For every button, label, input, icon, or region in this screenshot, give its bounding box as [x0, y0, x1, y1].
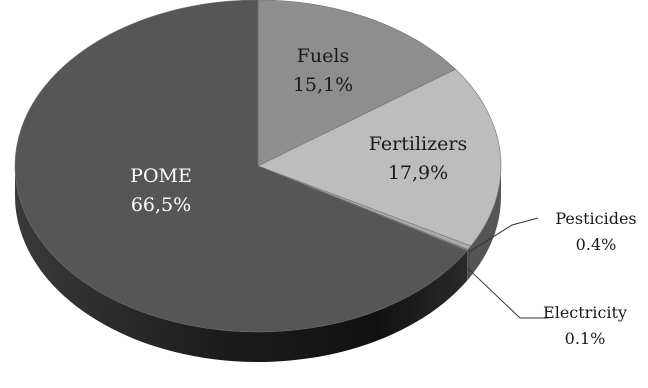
- slice-label-pome-name: POME: [130, 165, 192, 187]
- slice-fuels: [257, 0, 457, 167]
- slice-fertilizers: [257, 68, 502, 247]
- slice-pome: [14, 0, 468, 333]
- pie-slices: [14, 0, 502, 333]
- slice-label-fuels-name: Fuels: [297, 45, 350, 67]
- slice-label-pesticides-name: Pesticides: [555, 209, 636, 228]
- slice-label-electricity-value: 0.1%: [565, 329, 606, 348]
- slice-label-pome-value: 66,5%: [131, 194, 191, 216]
- slice-label-fuels-value: 15,1%: [293, 74, 353, 96]
- leader-line-pesticides: [469, 217, 539, 253]
- slice-side-fertilizers: [470, 166, 501, 276]
- slice-side-pome: [15, 166, 468, 362]
- slice-side-electricity: [467, 249, 468, 281]
- slice-label-fertilizers-name: Fertilizers: [369, 133, 467, 155]
- slice-label-fertilizers-value: 17,9%: [388, 162, 448, 184]
- leader-lines: [467, 217, 548, 319]
- leader-line-electricity: [467, 267, 548, 319]
- slice-label-electricity-name: Electricity: [543, 303, 627, 322]
- slice-label-pesticides-value: 0.4%: [576, 235, 617, 254]
